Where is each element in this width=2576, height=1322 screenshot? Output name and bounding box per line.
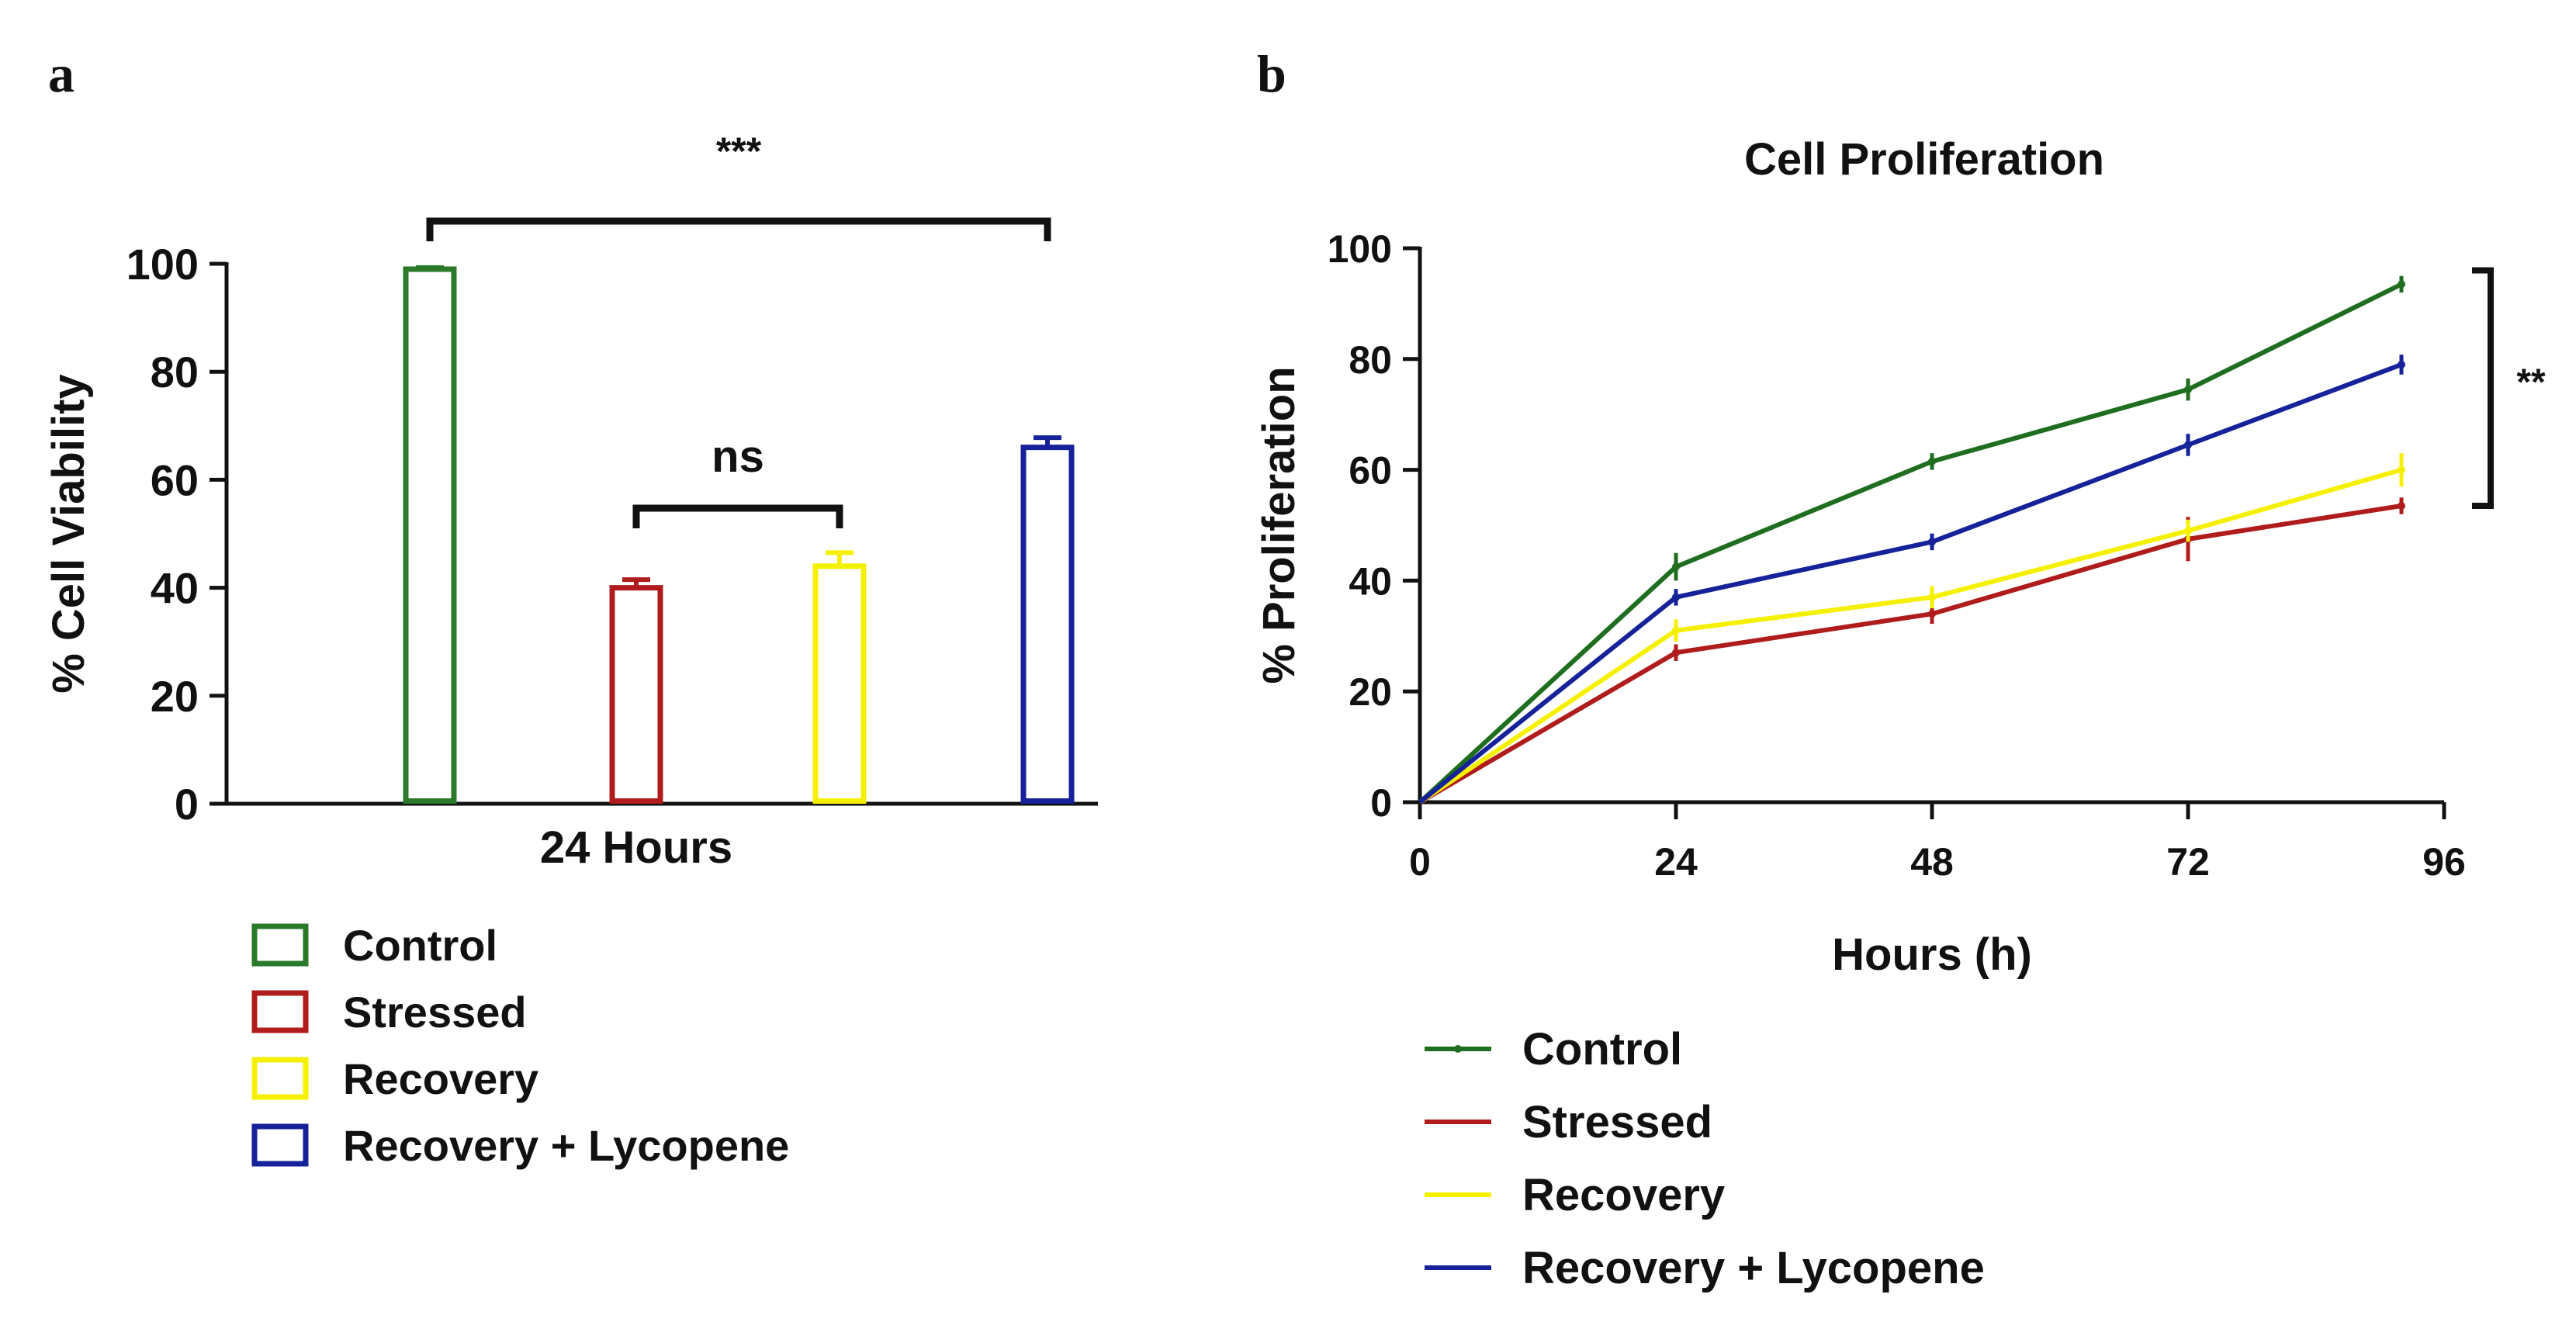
data-point — [1672, 649, 1680, 657]
x-tick-label: 96 — [2422, 840, 2466, 884]
bar-chart-legend: Control Stressed Recovery Recovery + Lycope… — [251, 921, 789, 1170]
panel-b-label: b — [1257, 44, 1286, 103]
legend-label: Recovery — [1522, 1170, 1725, 1220]
y-tick-label: 80 — [151, 348, 199, 396]
series-line — [1418, 504, 2402, 805]
legend-swatch — [251, 923, 309, 967]
y-tick-label: 80 — [1349, 338, 1392, 382]
data-point — [1928, 538, 1936, 546]
data-point — [2398, 360, 2405, 369]
series-control — [1418, 275, 2405, 805]
line-chart-legend: Control Stressed Recovery Recovery + Lycope… — [1425, 1024, 1985, 1293]
bar-recovery-lycopene — [1020, 445, 1075, 804]
data-point — [2398, 280, 2405, 289]
bar-stressed — [609, 585, 663, 804]
bar-chart-axes: 0 20 40 60 80 100 % Cell Viability 24 Hours — [43, 240, 1098, 873]
x-tick-label: 24 — [1654, 840, 1698, 884]
bar-recovery — [812, 563, 867, 804]
line-chart-series — [1418, 275, 2405, 805]
data-point — [2398, 465, 2405, 474]
series-stressed — [1418, 497, 2405, 805]
series-line — [1418, 282, 2403, 805]
data-point — [1672, 593, 1680, 601]
data-point — [1928, 457, 1936, 465]
line-chart-significance: ** — [2472, 267, 2546, 510]
legend-marker — [1454, 1045, 1462, 1053]
x-tick-label: 72 — [2166, 840, 2210, 884]
bar-chart-bars — [403, 265, 1075, 804]
data-point — [1928, 610, 1936, 618]
data-point — [2398, 502, 2405, 510]
line-chart-cell-proliferation: Cell Proliferation 0 20 40 60 80 100 0 24 48 72 96%… — [1254, 134, 2546, 1293]
data-point — [2184, 386, 2192, 394]
series-recovery-lycopene — [1418, 355, 2405, 805]
legend-label: Control — [343, 921, 497, 970]
legend-swatch — [251, 1123, 309, 1167]
legend-label: Control — [1522, 1024, 1682, 1075]
data-point — [1672, 626, 1680, 635]
y-tick-label: 40 — [1349, 559, 1392, 603]
data-point — [2184, 527, 2192, 535]
bar-control — [403, 266, 457, 804]
line-chart-axes: Cell Proliferation 0 20 40 60 80 100 0 24 48 72 96%… — [1254, 134, 2466, 980]
bar-chart-significance: *** ns — [426, 130, 1051, 528]
significance-bracket — [2472, 267, 2494, 510]
significance-label: ns — [712, 431, 764, 482]
significance-label: *** — [716, 130, 762, 173]
significance-bracket — [632, 504, 843, 528]
y-tick-label: 60 — [151, 455, 199, 504]
legend-swatch — [251, 990, 309, 1033]
y-tick-label: 20 — [151, 672, 199, 721]
x-tick-label: 0 — [1409, 840, 1431, 884]
data-point — [2184, 441, 2192, 449]
series-recovery — [1418, 453, 2405, 805]
legend-label: Stressed — [1522, 1097, 1712, 1147]
legend-label: Recovery — [343, 1054, 538, 1103]
legend-label: Stressed — [343, 988, 527, 1036]
data-point — [1928, 593, 1936, 601]
y-axis-label: % Proliferation — [1254, 366, 1304, 683]
y-tick-label: 0 — [1370, 781, 1392, 825]
legend-label: Recovery + Lycopene — [1522, 1243, 1985, 1293]
significance-bracket — [426, 217, 1051, 241]
x-axis-label: 24 Hours — [540, 822, 732, 873]
legend-swatch — [251, 1057, 309, 1100]
x-tick-label: 48 — [1910, 840, 1954, 884]
y-tick-label: 20 — [1349, 670, 1392, 714]
y-axis-label: % Cell Viability — [43, 374, 94, 694]
bar-chart-cell-viability: 0 20 40 60 80 100 % Cell Viability 24 Hours ***… — [43, 130, 1098, 1170]
series-line — [1418, 467, 2402, 805]
y-tick-label: 0 — [175, 780, 199, 829]
y-tick-label: 60 — [1349, 449, 1392, 493]
legend-label: Recovery + Lycopene — [343, 1121, 789, 1170]
y-tick-label: 40 — [151, 564, 199, 613]
series-line — [1418, 362, 2403, 805]
chart-title: Cell Proliferation — [1744, 134, 2104, 185]
panel-a-label: a — [48, 44, 74, 103]
y-tick-label: 100 — [126, 240, 199, 289]
data-point — [1672, 562, 1680, 571]
y-tick-label: 100 — [1328, 227, 1392, 271]
significance-label: ** — [2516, 362, 2546, 403]
x-axis-label: Hours (h) — [1832, 929, 2032, 980]
